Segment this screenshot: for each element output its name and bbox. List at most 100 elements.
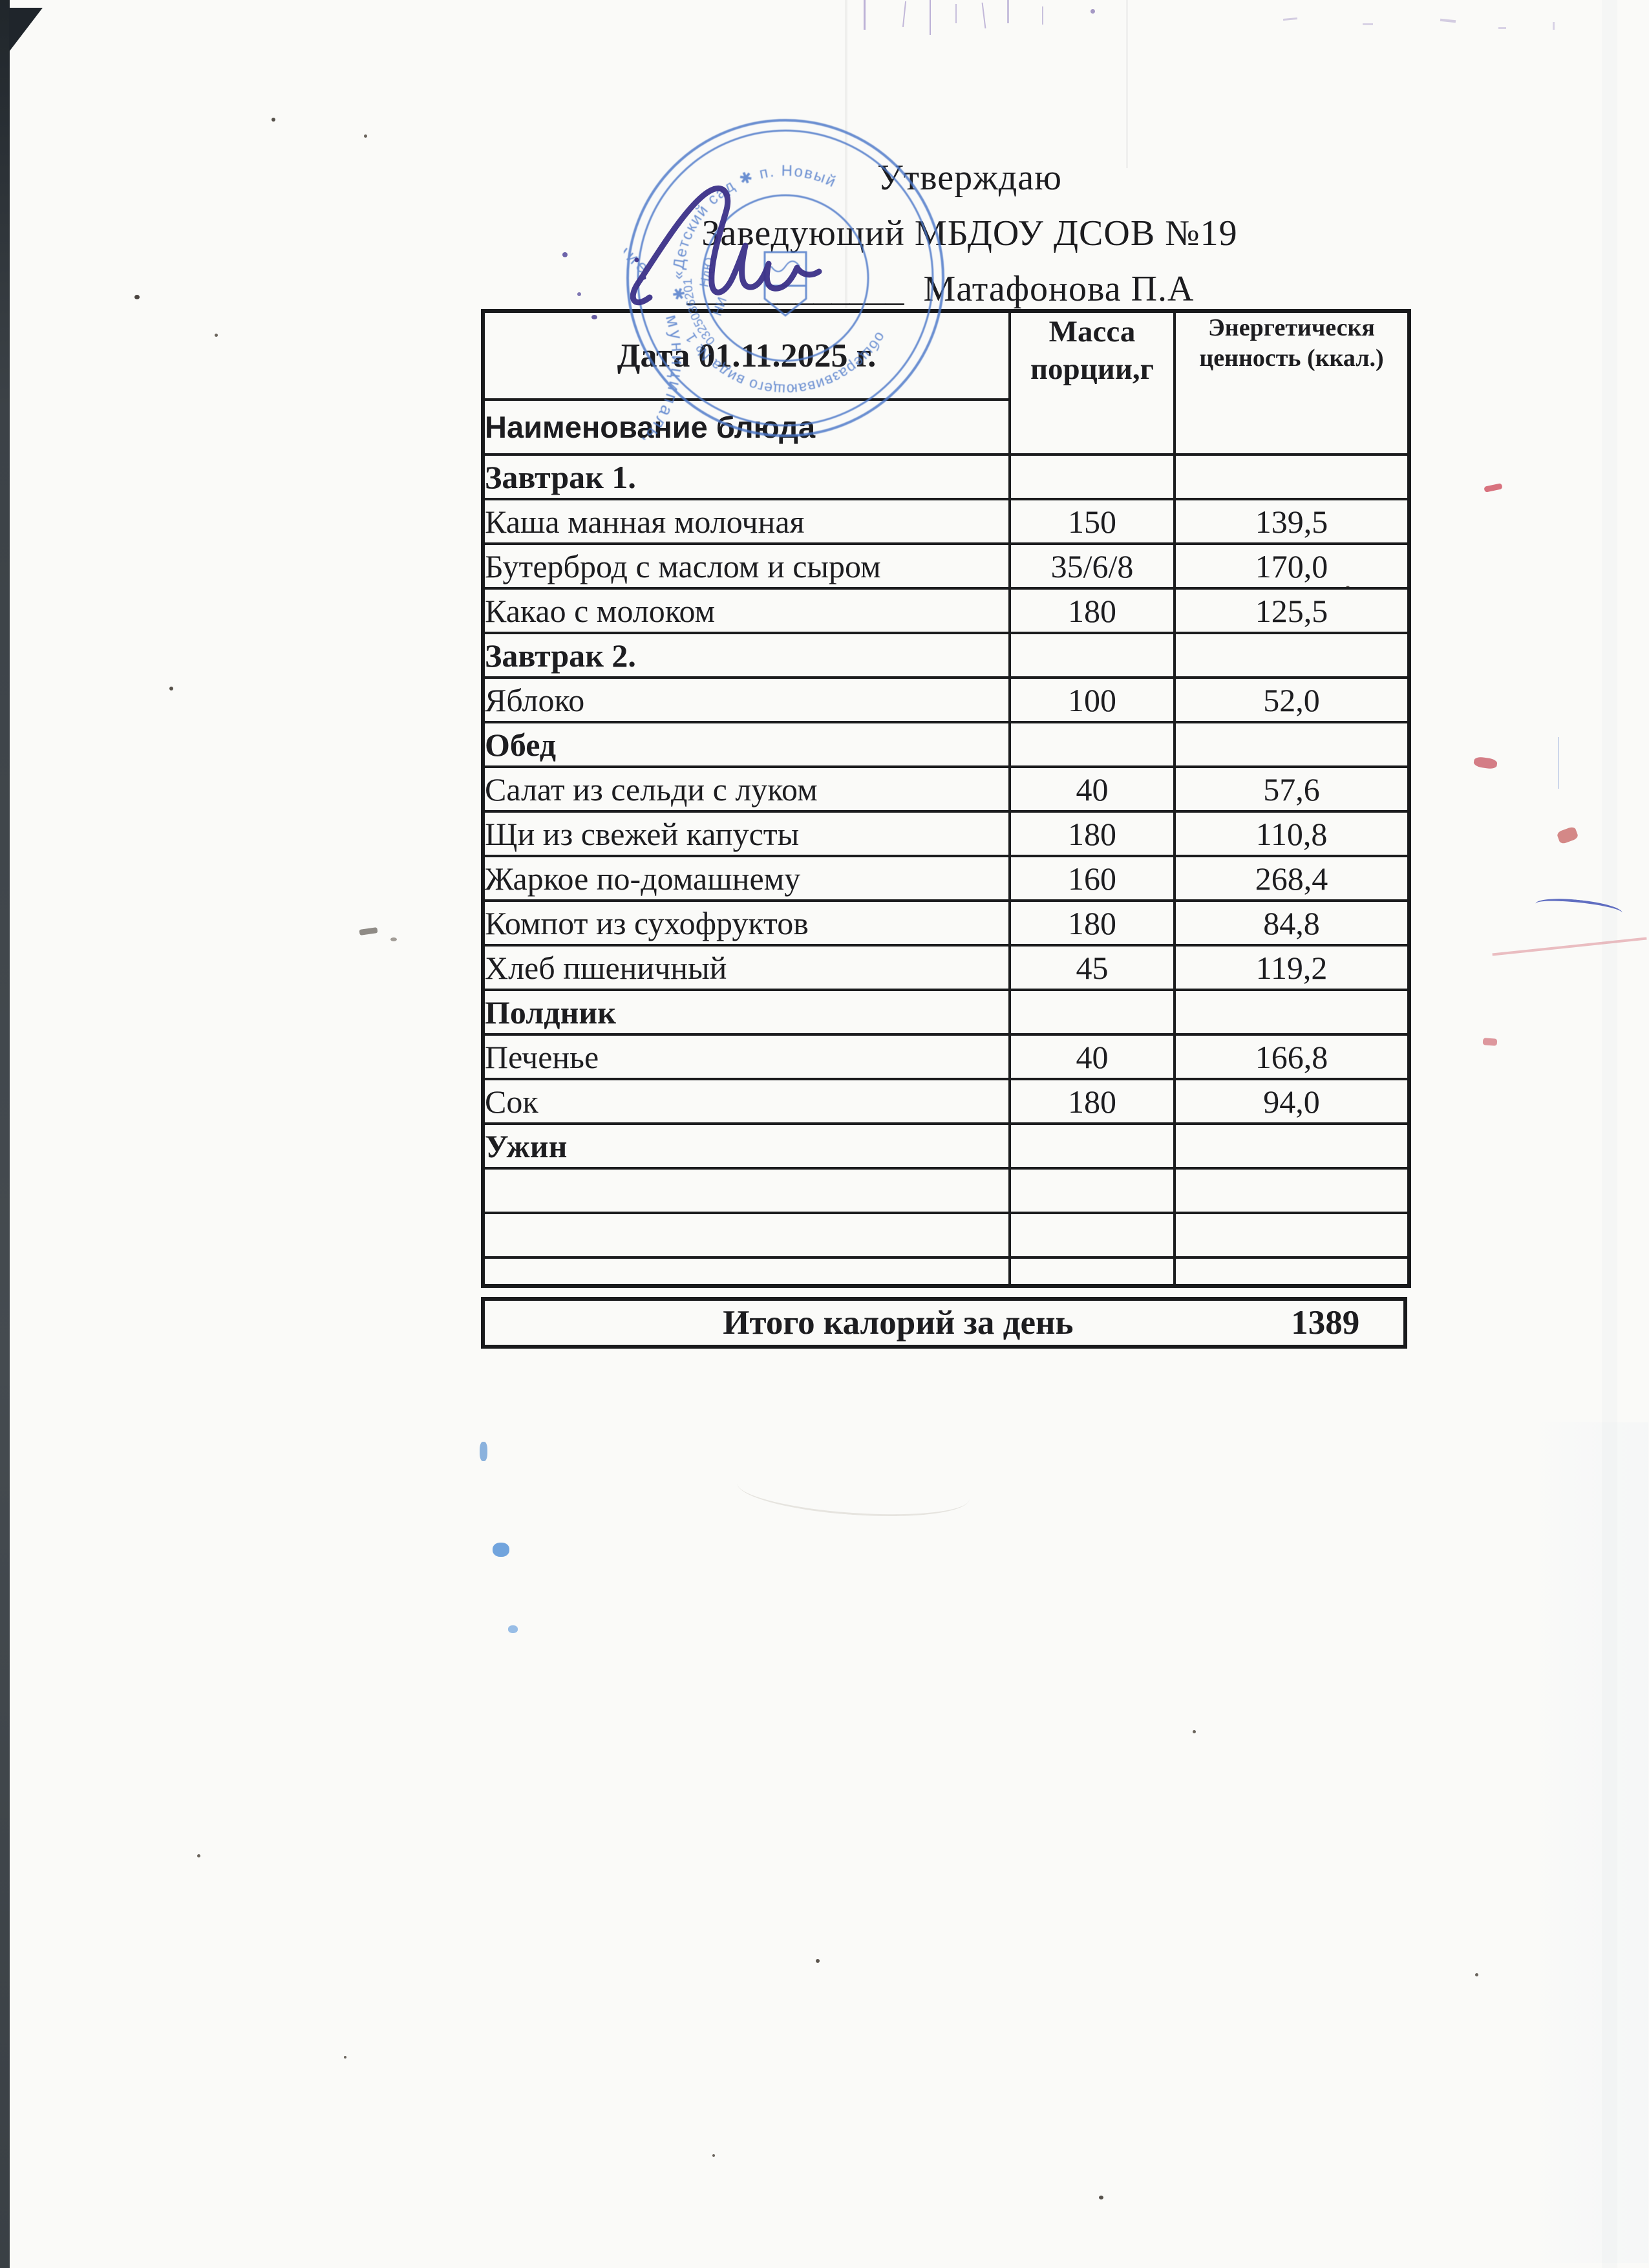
mass-cell [1008, 1167, 1176, 1214]
menu-row-empty [482, 1256, 1410, 1287]
dish-name-cell: Полдник [482, 989, 1011, 1036]
pencil-smudge [735, 1459, 972, 1523]
dust-speck [169, 687, 173, 690]
dish-name-cell: Ужин [482, 1122, 1011, 1170]
pencil-smudge [359, 927, 378, 936]
dish-name-cell: Щи из свежей капусты [482, 810, 1011, 857]
menu-row-dish: Каша манная молочная 150 139,5 [482, 498, 1410, 545]
menu-row-section: Завтрак 2. [482, 632, 1410, 679]
energy-cell [1173, 1256, 1410, 1287]
scan-corner-top-left [9, 8, 43, 52]
dish-name-cell: Салат из сельди с луком [482, 765, 1011, 813]
mass-cell: 180 [1008, 899, 1176, 947]
red-pen-mark [1473, 756, 1498, 770]
mass-cell [1008, 1122, 1176, 1170]
total-calories-value: 1389 [1291, 1304, 1360, 1342]
menu-row-dish: Хлеб пшеничный 45 119,2 [482, 944, 1410, 991]
dish-name-cell: Какао с молоком [482, 587, 1011, 634]
table-header-row: Дата 01.11.2025 г. Масса порции,г Энерге… [482, 310, 1410, 456]
dish-name-cell: Печенье [482, 1033, 1011, 1080]
red-pen-streak [1492, 937, 1647, 956]
dust-speck [197, 1854, 200, 1857]
blue-crayon-speck [480, 1442, 487, 1461]
total-calories-label: Итого калорий за день [723, 1304, 1074, 1342]
scan-scratch [1042, 6, 1043, 25]
scan-scratch [1440, 18, 1456, 23]
scan-scratch [981, 3, 986, 28]
menu-row-section: Завтрак 1. [482, 453, 1410, 500]
menu-row-dish: Бутерброд с маслом и сыром 35/6/8 170,0 [482, 542, 1410, 590]
dish-name-cell [482, 1256, 1011, 1287]
dish-name-cell: Завтрак 1. [482, 453, 1011, 500]
dish-name-cell [482, 1212, 1011, 1259]
menu-row-section: Ужин [482, 1122, 1410, 1170]
dish-name-cell [482, 1167, 1011, 1214]
energy-cell: 94,0 [1173, 1078, 1410, 1125]
energy-cell: 119,2 [1173, 944, 1410, 991]
mass-cell: 160 [1008, 855, 1176, 902]
dish-name-cell: Завтрак 2. [482, 632, 1011, 679]
dish-name-cell: Каша манная молочная [482, 498, 1011, 545]
dust-speck [1099, 2196, 1103, 2199]
energy-cell: 139,5 [1173, 498, 1410, 545]
dust-speck [712, 2154, 715, 2157]
energy-cell: 125,5 [1173, 587, 1410, 634]
menu-row-empty [482, 1212, 1410, 1259]
red-pen-mark [1482, 1038, 1498, 1046]
dust-speck [364, 134, 367, 138]
ink-speck [562, 252, 568, 257]
menu-row-section: Полдник [482, 989, 1410, 1036]
blue-crayon-speck [493, 1543, 509, 1557]
scan-streak [1526, 1422, 1648, 2263]
total-calories-row: Итого калорий за день 1389 [481, 1297, 1407, 1349]
energy-cell: 57,6 [1173, 765, 1410, 813]
dish-name-cell: Обед [482, 721, 1011, 768]
menu-row-dish: Жаркое по-домашнему 160 268,4 [482, 855, 1410, 902]
dust-speck [271, 118, 275, 122]
mass-cell: 180 [1008, 1078, 1176, 1125]
mass-cell [1008, 453, 1176, 500]
blue-pen-arc [1535, 895, 1623, 921]
energy-column-header: Энергетическя ценность (ккал.) [1173, 310, 1410, 456]
mass-cell [1008, 1212, 1176, 1259]
dish-name-cell: Хлеб пшеничный [482, 944, 1011, 991]
mass-cell: 40 [1008, 1033, 1176, 1080]
menu-row-dish: Компот из сухофруктов 180 84,8 [482, 899, 1410, 947]
energy-cell [1173, 989, 1410, 1036]
red-pen-mark [1484, 483, 1503, 493]
energy-cell [1173, 1122, 1410, 1170]
menu-row-empty [482, 1167, 1410, 1214]
mass-cell: 180 [1008, 587, 1176, 634]
energy-cell: 110,8 [1173, 810, 1410, 857]
dust-speck [344, 2056, 346, 2059]
dish-name-cell: Компот из сухофруктов [482, 899, 1011, 947]
dust-speck [390, 937, 397, 941]
scan-scratch [1553, 22, 1555, 30]
dust-speck [1193, 1730, 1196, 1733]
date-header-cell: Дата 01.11.2025 г. [482, 310, 1011, 401]
mass-cell: 45 [1008, 944, 1176, 991]
dust-speck [816, 1959, 820, 1963]
mass-cell [1008, 1256, 1176, 1287]
scan-streak [1602, 0, 1617, 2268]
scan-edge-left [0, 0, 10, 2268]
energy-cell [1173, 1167, 1410, 1214]
energy-cell [1173, 632, 1410, 679]
mass-cell: 35/6/8 [1008, 542, 1176, 590]
mass-column-header: Масса порции,г [1008, 310, 1176, 456]
menu-row-section: Обед [482, 721, 1410, 768]
mass-cell [1008, 721, 1176, 768]
energy-cell: 166,8 [1173, 1033, 1410, 1080]
menu-row-dish: Салат из сельди с луком 40 57,6 [482, 765, 1410, 813]
energy-cell: 84,8 [1173, 899, 1410, 947]
dish-name-cell: Яблоко [482, 676, 1011, 723]
approval-block: Утверждаю Заведующий МБДОУ ДСОВ №19 ____… [562, 150, 1377, 317]
menu-row-dish: Какао с молоком 180 125,5 [482, 587, 1410, 634]
scan-scratch [864, 0, 866, 30]
menu-row-dish: Сок 180 94,0 [482, 1078, 1410, 1125]
signature-line: ____________ [686, 269, 904, 309]
dish-name-cell: Жаркое по-домашнему [482, 855, 1011, 902]
menu-row-dish: Щи из свежей капусты 180 110,8 [482, 810, 1410, 857]
red-pen-mark [1556, 826, 1579, 845]
